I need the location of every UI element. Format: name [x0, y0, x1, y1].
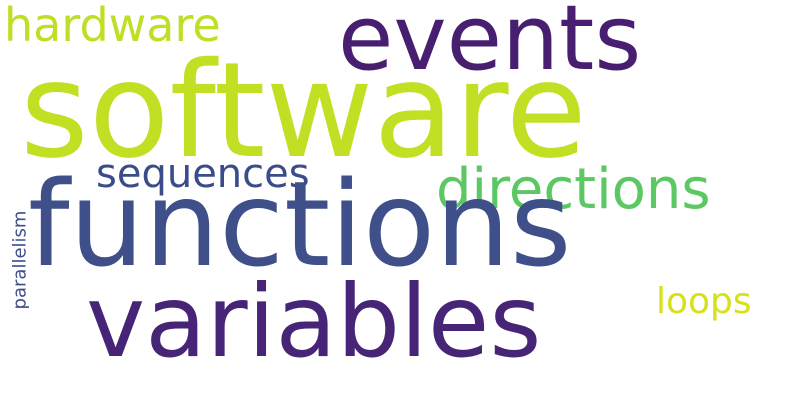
word-variables: variables — [86, 263, 542, 380]
word-events: events — [338, 0, 642, 91]
word-parallelism: parallelism — [9, 210, 31, 310]
word-loops: loops — [656, 281, 752, 322]
word-hardware: hardware — [4, 0, 221, 52]
word-functions: functions — [28, 155, 572, 293]
word-sequences: sequences — [96, 151, 310, 197]
word-software: software — [20, 34, 587, 188]
word-directions: directions — [436, 157, 711, 222]
